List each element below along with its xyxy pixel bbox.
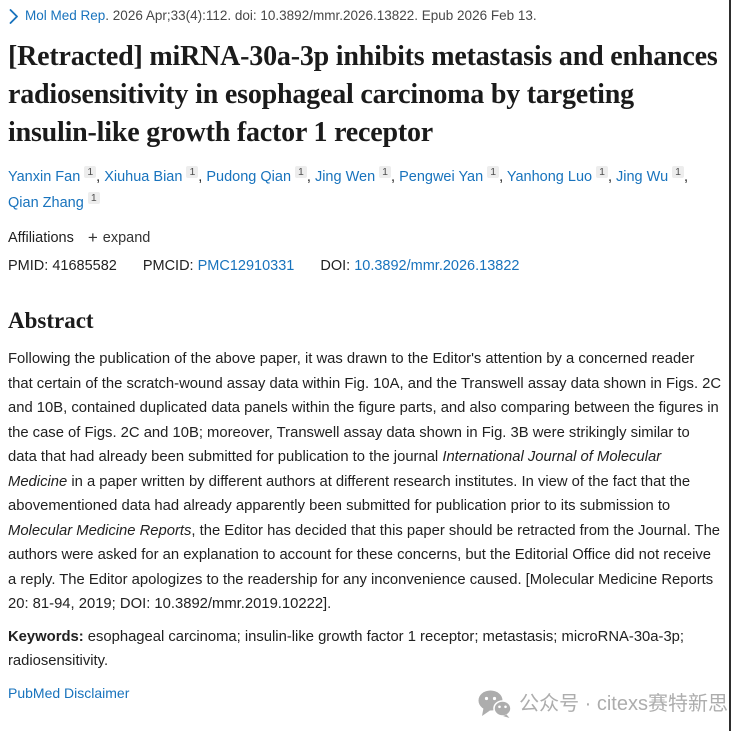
pmcid-label: PMCID:	[142, 258, 194, 274]
author-link[interactable]: Jing Wu	[616, 169, 669, 185]
pubmed-disclaimer-link[interactable]: PubMed Disclaimer	[8, 684, 130, 701]
pmcid-group: PMCID: PMC12910331	[143, 256, 295, 276]
expand-affiliations-button[interactable]: + expand	[88, 228, 151, 248]
affiliation-number[interactable]: 1	[379, 166, 392, 179]
abstract-heading: Abstract	[8, 308, 94, 333]
author-link[interactable]: Pengwei Yan	[399, 169, 484, 185]
author: Pengwei Yan 1	[399, 166, 500, 185]
chevron-right-icon[interactable]	[8, 8, 19, 24]
affiliations-label: Affiliations	[8, 230, 74, 246]
journal-citation: Mol Med Rep. 2026 Apr;33(4):112. doi: 10…	[8, 6, 722, 26]
doi-label: DOI:	[320, 258, 351, 274]
author: Jing Wen 1	[314, 166, 392, 185]
keywords-text: esophageal carcinoma; insulin-like growt…	[8, 628, 685, 670]
author-separator: ,	[499, 169, 507, 185]
author-separator: ,	[96, 169, 105, 185]
author-link[interactable]: Xiuhua Bian	[104, 169, 183, 185]
author: Jing Wu 1	[616, 166, 685, 185]
author-separator: ,	[607, 169, 617, 185]
journal-name-italic: International Journal of Molecular Medic…	[8, 449, 662, 490]
window-edge-line	[729, 0, 731, 731]
affiliation-number[interactable]: 1	[87, 192, 100, 205]
pubmed-article-page: Mol Med Rep. 2026 Apr;33(4):112. doi: 10…	[8, 6, 728, 718]
author-link[interactable]: Yanhong Luo	[506, 169, 593, 185]
affiliation-number[interactable]: 1	[596, 166, 608, 179]
identifiers-row: PMID: 41685582 PMCID: PMC12910331 DOI: 1…	[8, 256, 722, 276]
author: Pudong Qian 1	[206, 166, 307, 185]
doi-link[interactable]: 10.3892/mmr.2026.13822	[354, 258, 520, 274]
affiliation-number[interactable]: 1	[487, 166, 500, 179]
author: Yanhong Luo 1	[506, 166, 608, 185]
abstract-segment: Following the publication of the above p…	[8, 351, 722, 465]
author-link[interactable]: Jing Wen	[314, 169, 376, 185]
keywords-line: Keywords: esophageal carcinoma; insulin-…	[8, 625, 722, 674]
author: Xiuhua Bian 1	[104, 166, 199, 185]
author-separator: ,	[198, 169, 207, 185]
doi-group: DOI: 10.3892/mmr.2026.13822	[320, 256, 519, 276]
journal-name-italic: Molecular Medicine Reports	[8, 522, 192, 539]
author-separator: ,	[306, 169, 315, 185]
affiliation-number[interactable]: 1	[186, 166, 199, 179]
pmcid-link[interactable]: PMC12910331	[197, 258, 295, 274]
pmid-label: PMID:	[8, 258, 49, 274]
keywords-label: Keywords:	[8, 628, 84, 645]
affiliation-number[interactable]: 1	[672, 166, 685, 179]
author: Qian Zhang 1	[8, 192, 100, 211]
expand-label: expand	[102, 230, 151, 246]
author-separator: ,	[391, 169, 400, 185]
plus-icon: +	[87, 228, 98, 247]
affiliations-row: Affiliations + expand	[8, 228, 722, 248]
author: Yanxin Fan 1	[8, 166, 97, 185]
author-link[interactable]: Qian Zhang	[8, 195, 84, 211]
watermark: 公众号 · citexs赛特新思	[478, 690, 728, 718]
authors-list: Yanxin Fan 1, Xiuhua Bian 1, Pudong Qian…	[8, 164, 722, 216]
abstract-text: Following the publication of the above p…	[8, 347, 722, 617]
citation-text: Mol Med Rep. 2026 Apr;33(4):112. doi: 10…	[25, 6, 537, 26]
journal-link[interactable]: Mol Med Rep	[25, 8, 106, 23]
article-title: [Retracted] miRNA-30a-3p inhibits metast…	[8, 41, 718, 148]
affiliation-number[interactable]: 1	[295, 166, 307, 179]
abstract-segment: in a paper written by different authors …	[8, 473, 691, 515]
pmid-group: PMID: 41685582	[8, 256, 117, 276]
watermark-text: 公众号 · citexs赛特新思	[519, 693, 728, 715]
wechat-icon	[478, 690, 512, 718]
citation-details: . 2026 Apr;33(4):112. doi: 10.3892/mmr.2…	[105, 8, 537, 23]
author-link[interactable]: Pudong Qian	[206, 169, 292, 185]
author-separator: ,	[684, 169, 689, 185]
affiliation-number[interactable]: 1	[84, 166, 97, 179]
pmid-value: 41685582	[52, 258, 117, 274]
abstract-segment: , the Editor has decided that this paper…	[8, 522, 721, 613]
author-link[interactable]: Yanxin Fan	[8, 169, 81, 185]
